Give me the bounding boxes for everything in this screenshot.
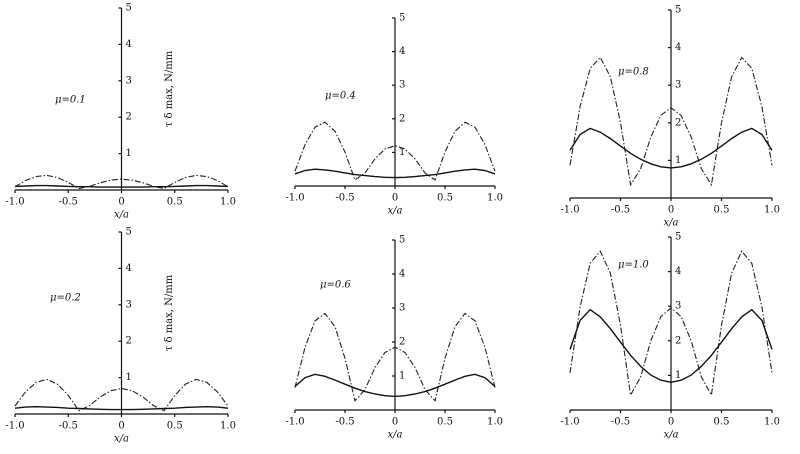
x-tick-label: 0.5 — [437, 193, 453, 204]
y-tick-label: 1 — [126, 372, 132, 383]
x-tick-label: 1.0 — [487, 417, 503, 428]
x-axis-label: x/a — [664, 218, 679, 229]
x-tick-label: -0.5 — [59, 421, 78, 432]
annotation: μ=1.0 — [618, 260, 649, 271]
series-line — [294, 168, 496, 179]
x-tick-label: 0.5 — [714, 205, 730, 216]
y-tick-label: 2 — [399, 337, 405, 348]
series-line — [294, 373, 496, 398]
x-tick-label: 1.0 — [220, 197, 236, 208]
y-tick-label: 2 — [399, 113, 405, 124]
y-tick-label: 3 — [126, 299, 132, 310]
x-tick-label: -0.5 — [335, 417, 354, 428]
x-tick-label: 0 — [118, 421, 124, 432]
y-tick-label: 5 — [126, 227, 132, 238]
y-tick-label: 1 — [399, 147, 405, 158]
y-tick-label: 4 — [675, 42, 681, 53]
series-line — [14, 184, 229, 188]
series-line — [294, 121, 496, 181]
x-tick-label: 0 — [668, 205, 674, 216]
y-tick-label: 4 — [675, 266, 681, 277]
x-tick-label: 1.0 — [764, 205, 780, 216]
x-tick-label: -1.0 — [285, 417, 304, 428]
series-line — [14, 174, 229, 190]
y-tick-label: 2 — [675, 117, 681, 128]
x-axis-label: x/a — [114, 434, 129, 445]
y-tick-label: 5 — [126, 3, 132, 14]
y-axis-label: τ δ max, N/mm — [164, 50, 175, 127]
x-tick-label: 0 — [392, 417, 398, 428]
x-tick-label: 1.0 — [487, 193, 503, 204]
y-tick-label: 5 — [399, 13, 405, 24]
series-line — [294, 312, 496, 402]
y-tick-label: 1 — [399, 371, 405, 382]
y-tick-label: 3 — [399, 80, 405, 91]
y-tick-label: 2 — [675, 335, 681, 346]
x-tick-label: 1.0 — [764, 417, 780, 428]
series-line — [569, 127, 773, 169]
annotation: μ=0.4 — [325, 91, 356, 102]
y-tick-label: 3 — [399, 303, 405, 314]
series-line — [569, 308, 773, 384]
x-tick-label: -1.0 — [560, 417, 579, 428]
x-tick-label: -1.0 — [560, 205, 579, 216]
y-tick-label: 1 — [675, 370, 681, 381]
series-line — [14, 378, 229, 412]
y-tick-label: 3 — [675, 301, 681, 312]
y-axis-label: τ δ max, N/mm — [164, 274, 175, 351]
y-tick-label: 4 — [126, 263, 132, 274]
x-tick-label: -0.5 — [611, 205, 630, 216]
x-tick-label: 0 — [668, 417, 674, 428]
x-tick-label: -1.0 — [285, 193, 304, 204]
y-tick-label: 2 — [126, 336, 132, 347]
y-tick-label: 1 — [675, 155, 681, 166]
x-tick-label: 1.0 — [220, 421, 236, 432]
x-tick-label: 0.5 — [714, 417, 730, 428]
series-line — [14, 405, 229, 411]
x-tick-label: -0.5 — [611, 417, 630, 428]
x-tick-label: -0.5 — [335, 193, 354, 204]
x-axis-label: x/a — [388, 206, 403, 217]
x-tick-label: 0.5 — [437, 417, 453, 428]
y-tick-label: 5 — [675, 232, 681, 243]
x-tick-label: 0 — [392, 193, 398, 204]
x-axis-label: x/a — [388, 430, 403, 441]
y-tick-label: 4 — [399, 269, 405, 280]
annotation: μ=0.8 — [618, 67, 649, 78]
series-line — [569, 56, 773, 187]
series-line — [569, 250, 773, 397]
y-tick-label: 2 — [126, 112, 132, 123]
y-tick-label: 3 — [126, 75, 132, 86]
x-tick-label: 0 — [118, 197, 124, 208]
y-tick-label: 4 — [399, 46, 405, 57]
y-tick-label: 5 — [675, 5, 681, 16]
x-tick-label: 0.5 — [167, 421, 183, 432]
y-tick-label: 5 — [399, 235, 405, 246]
annotation: μ=0.2 — [50, 293, 81, 304]
x-axis-label: x/a — [114, 210, 129, 221]
y-tick-label: 4 — [126, 39, 132, 50]
x-tick-label: 0.5 — [167, 197, 183, 208]
y-tick-label: 1 — [126, 148, 132, 159]
annotation: μ=0.1 — [55, 95, 86, 106]
y-tick-label: 3 — [675, 80, 681, 91]
annotation: μ=0.6 — [320, 280, 351, 291]
x-tick-label: -1.0 — [5, 197, 24, 208]
x-axis-label: x/a — [664, 430, 679, 441]
x-tick-label: -0.5 — [59, 197, 78, 208]
x-tick-label: -1.0 — [5, 421, 24, 432]
